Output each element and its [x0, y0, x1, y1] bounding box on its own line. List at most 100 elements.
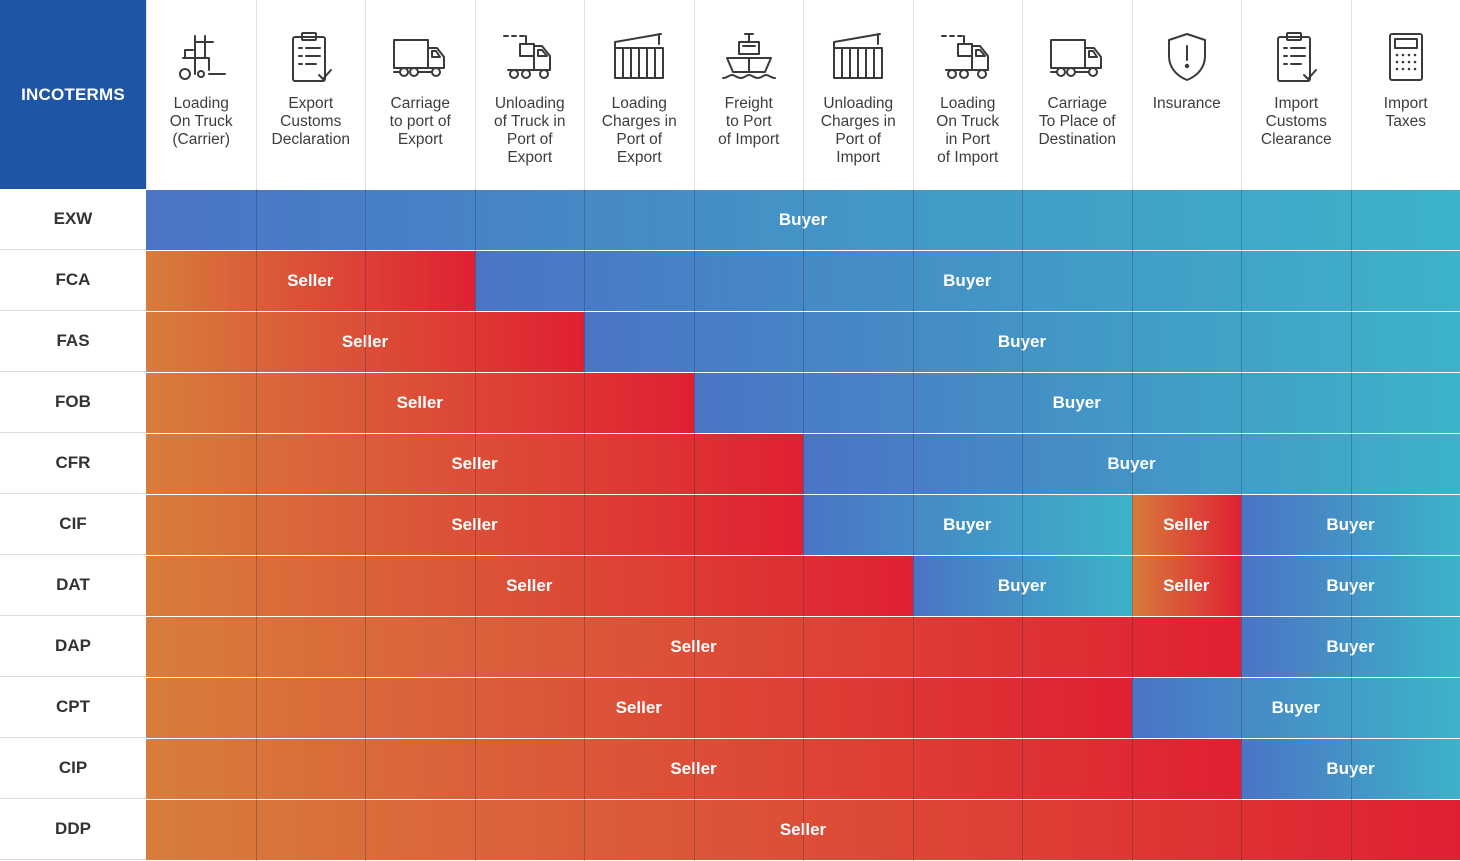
column-divider — [1351, 189, 1352, 861]
buyer-segment: Buyer — [693, 373, 1460, 433]
column-divider — [584, 189, 585, 861]
row-divider — [146, 372, 1460, 373]
segment-label: Buyer — [1271, 698, 1320, 717]
segment-label: Buyer — [943, 515, 992, 534]
segment-label: Buyer — [1326, 637, 1375, 656]
row-label-cpt: CPT — [0, 677, 146, 738]
row-label-dap: DAP — [0, 616, 146, 677]
segment-label: Buyer — [997, 332, 1047, 351]
segment-label: Seller — [341, 332, 389, 351]
segment-label: Buyer — [1326, 759, 1375, 778]
row-divider — [146, 555, 1460, 556]
seller-segment: Seller — [146, 434, 803, 494]
segment-label: Seller — [670, 759, 717, 778]
column-header: Import Taxes — [1350, 0, 1460, 189]
seller-segment: Seller — [146, 495, 803, 555]
row-divider — [146, 616, 1460, 617]
corner-title: INCOTERMS — [0, 0, 146, 189]
column-header: Loading On Truck (Carrier) — [146, 0, 256, 189]
segment-label: Seller — [287, 271, 334, 290]
row-label-fas: FAS — [0, 311, 146, 372]
column-header-label: Loading On Truck (Carrier) — [169, 95, 233, 148]
calculator-icon — [1376, 30, 1436, 86]
forklift-icon — [171, 30, 231, 86]
segment-label: Seller — [670, 637, 717, 656]
row-label-cif: CIF — [0, 494, 146, 555]
segment-label: Buyer — [1052, 393, 1101, 412]
segment-label: Buyer — [778, 210, 828, 229]
buyer-segment: Buyer — [1241, 617, 1460, 677]
segment-label: Seller — [506, 576, 553, 595]
container-crane-icon — [609, 30, 669, 86]
column-header: Unloading Charges in Port of Import — [803, 0, 913, 189]
column-header: Import Customs Clearance — [1241, 0, 1351, 189]
segment-label: Seller — [1163, 576, 1210, 595]
row-divider — [146, 738, 1460, 739]
buyer-segment: Buyer — [912, 556, 1132, 616]
column-header: Unloading of Truck in Port of Export — [474, 0, 585, 189]
truck-icon — [390, 30, 450, 86]
ship-icon — [719, 30, 779, 86]
column-header: Loading Charges in Port of Export — [584, 0, 694, 189]
buyer-segment: Buyer — [1241, 495, 1460, 555]
seller-segment: Seller — [146, 251, 475, 311]
seller-segment: Seller — [146, 312, 584, 372]
seller-segment: Seller — [146, 617, 1241, 677]
column-header-label: Loading Charges in Port of Export — [601, 95, 677, 166]
seller-segment: Seller — [146, 373, 694, 433]
segment-label: Buyer — [943, 271, 992, 290]
segment-label: Buyer — [1326, 515, 1375, 534]
row-divider — [146, 311, 1460, 312]
buyer-segment: Buyer — [1241, 739, 1460, 799]
column-divider — [694, 189, 695, 861]
segment-label: Seller — [615, 698, 662, 717]
seller-segment: Seller — [146, 800, 1460, 860]
column-divider — [475, 189, 476, 861]
column-header-label: Unloading of Truck in Port of Export — [494, 95, 566, 166]
segment-label: Seller — [779, 820, 827, 839]
column-divider — [803, 189, 804, 861]
column-header-label: Unloading Charges in Port of Import — [820, 95, 896, 166]
seller-segment: Seller — [1131, 495, 1241, 555]
truck-unload-icon — [500, 30, 560, 86]
row-label-ddp: DDP — [0, 799, 146, 860]
segment-label: Seller — [396, 393, 443, 412]
column-divider — [365, 189, 366, 861]
seller-segment: Seller — [1131, 556, 1241, 616]
segment-label: Buyer — [997, 576, 1047, 595]
buyer-segment: Buyer — [584, 312, 1460, 372]
column-divider — [1241, 189, 1242, 861]
clipboard-check-icon — [1266, 30, 1326, 86]
segment-label: Seller — [1163, 515, 1210, 534]
row-divider — [146, 250, 1460, 251]
shield-alert-icon — [1157, 30, 1217, 86]
buyer-segment: Buyer — [1241, 556, 1460, 616]
buyer-segment: Buyer — [803, 434, 1460, 494]
column-divider — [1022, 189, 1023, 861]
column-header: Loading On Truck in Port of Import — [912, 0, 1023, 189]
column-header: Insurance — [1131, 0, 1242, 189]
column-header-label: Import Taxes — [1383, 95, 1428, 130]
row-divider — [146, 494, 1460, 495]
row-label-exw: EXW — [0, 189, 146, 250]
row-label-fca: FCA — [0, 250, 146, 311]
column-header-label: Export Customs Declaration — [271, 95, 350, 148]
column-header-label: Freight to Port of Import — [718, 95, 780, 148]
row-label-dat: DAT — [0, 555, 146, 616]
column-header-label: Insurance — [1152, 95, 1221, 112]
buyer-segment: Buyer — [146, 190, 1460, 250]
column-header-label: Import Customs Clearance — [1260, 95, 1332, 148]
buyer-segment: Buyer — [1131, 678, 1460, 738]
column-divider — [1132, 189, 1133, 861]
seller-segment: Seller — [146, 556, 913, 616]
column-header: Export Customs Declaration — [255, 0, 366, 189]
segment-label: Seller — [451, 454, 498, 473]
buyer-segment: Buyer — [803, 495, 1132, 555]
column-header-label: Carriage to port of Export — [389, 95, 451, 148]
column-header: Carriage To Place of Destination — [1022, 0, 1132, 189]
row-divider — [146, 799, 1460, 800]
segment-label: Seller — [451, 515, 498, 534]
column-divider — [913, 189, 914, 861]
buyer-segment: Buyer — [474, 251, 1460, 311]
